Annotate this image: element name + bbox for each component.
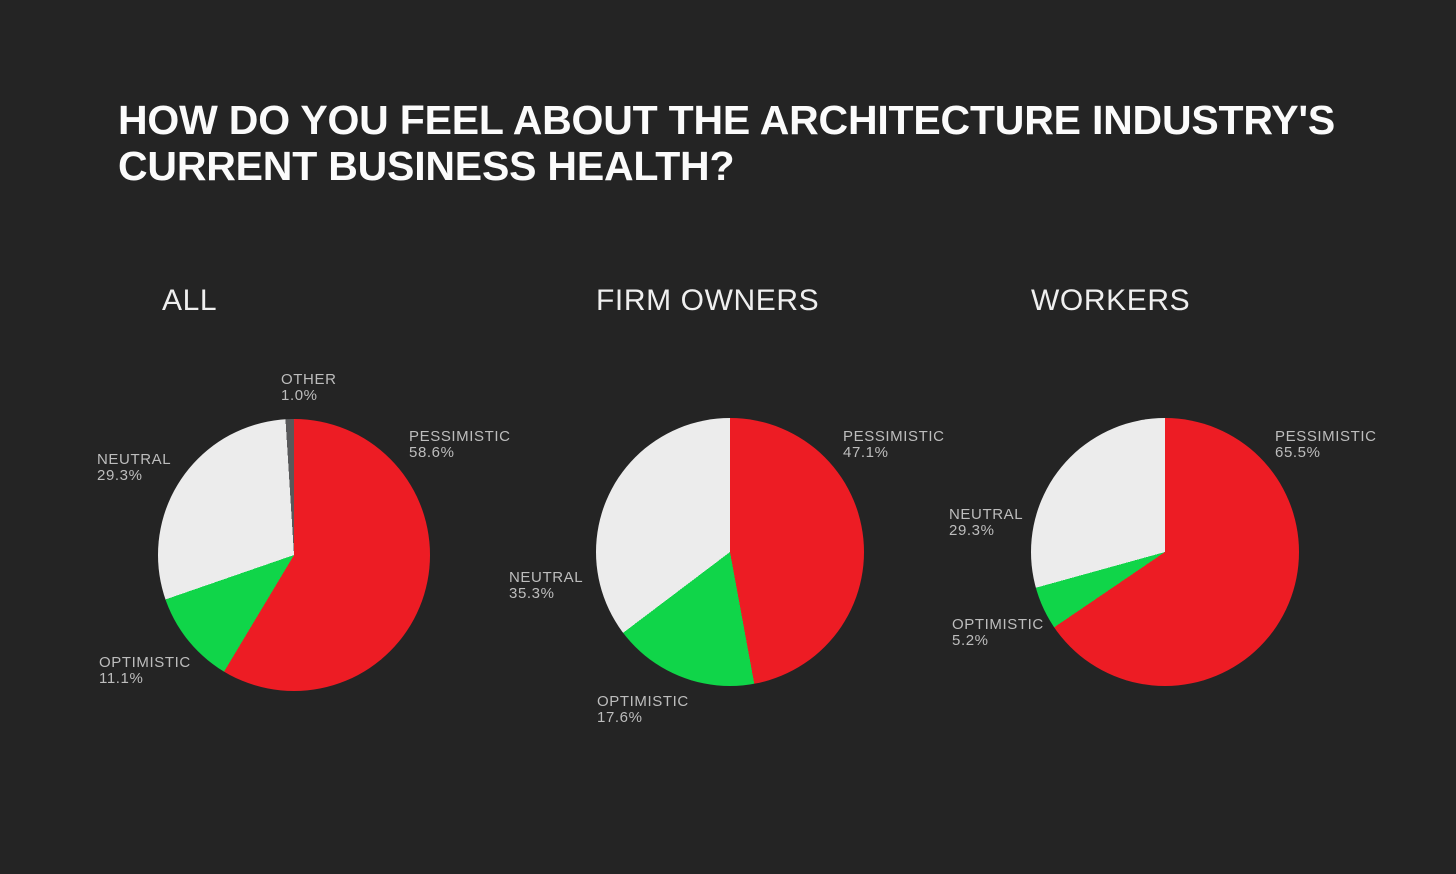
- page-title: HOW DO YOU FEEL ABOUT THE ARCHITECTURE I…: [118, 97, 1335, 189]
- slice-pct: 1.0%: [281, 386, 318, 404]
- slice-name: OPTIMISTIC: [952, 616, 1044, 633]
- slice-label-neutral: NEUTRAL 29.3%: [949, 507, 1023, 538]
- slice-name: NEUTRAL: [509, 569, 584, 586]
- pie-chart-all: [158, 419, 430, 691]
- slice-name: NEUTRAL: [97, 451, 172, 468]
- slice-name: OPTIMISTIC: [99, 654, 191, 671]
- chart-title-workers: WORKERS: [1031, 284, 1191, 317]
- slice-label-optimistic: OPTIMISTIC 11.1%: [99, 655, 191, 686]
- slice-pct: 29.3%: [97, 466, 143, 484]
- slice-label-pessimistic: PESSIMISTIC 58.6%: [409, 429, 511, 460]
- slice-pct: 29.3%: [949, 521, 995, 539]
- chart-title-all: ALL: [162, 284, 218, 317]
- slice-label-other: OTHER 1.0%: [281, 372, 337, 403]
- slice-label-neutral: NEUTRAL 35.3%: [509, 570, 583, 601]
- slice-pct: 58.6%: [409, 443, 455, 461]
- pie-chart-workers: [1031, 418, 1299, 686]
- slice-label-optimistic: OPTIMISTIC 5.2%: [952, 617, 1044, 648]
- slice-pct: 5.2%: [952, 631, 989, 649]
- slice-name: NEUTRAL: [949, 506, 1024, 523]
- slice-label-pessimistic: PESSIMISTIC 47.1%: [843, 429, 945, 460]
- slice-name: OPTIMISTIC: [597, 693, 689, 710]
- slice-pct: 47.1%: [843, 443, 889, 461]
- slice-pct: 65.5%: [1275, 443, 1321, 461]
- slice-label-neutral: NEUTRAL 29.3%: [97, 452, 171, 483]
- slice-name: PESSIMISTIC: [1275, 428, 1377, 445]
- slice-pct: 35.3%: [509, 584, 555, 602]
- slice-name: PESSIMISTIC: [843, 428, 945, 445]
- slice-name: PESSIMISTIC: [409, 428, 511, 445]
- page-title-line1: HOW DO YOU FEEL ABOUT THE ARCHITECTURE I…: [118, 97, 1336, 143]
- page-title-line2: CURRENT BUSINESS HEALTH?: [118, 143, 735, 189]
- chart-title-firm-owners: FIRM OWNERS: [596, 284, 820, 317]
- slice-label-optimistic: OPTIMISTIC 17.6%: [597, 694, 689, 725]
- slice-name: OTHER: [281, 371, 337, 388]
- pie-chart-firm-owners: [596, 418, 864, 686]
- slice-pct: 11.1%: [99, 669, 144, 687]
- slice-pct: 17.6%: [597, 708, 643, 726]
- slice-label-pessimistic: PESSIMISTIC 65.5%: [1275, 429, 1377, 460]
